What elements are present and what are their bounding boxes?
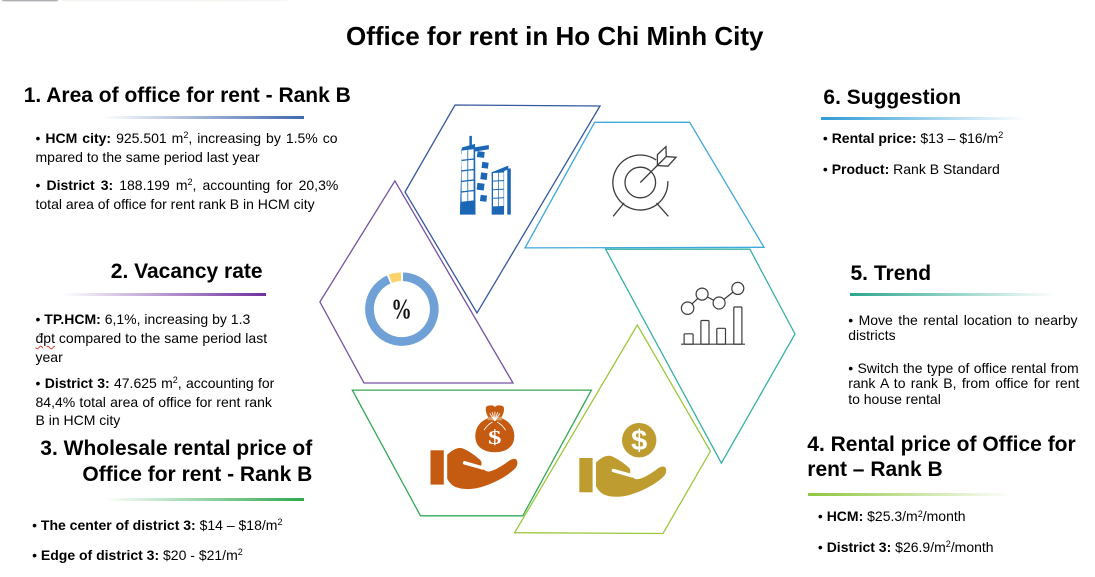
svg-text:%: % bbox=[391, 294, 412, 326]
svg-text:$: $ bbox=[631, 425, 647, 457]
svg-text:$: $ bbox=[488, 427, 502, 449]
